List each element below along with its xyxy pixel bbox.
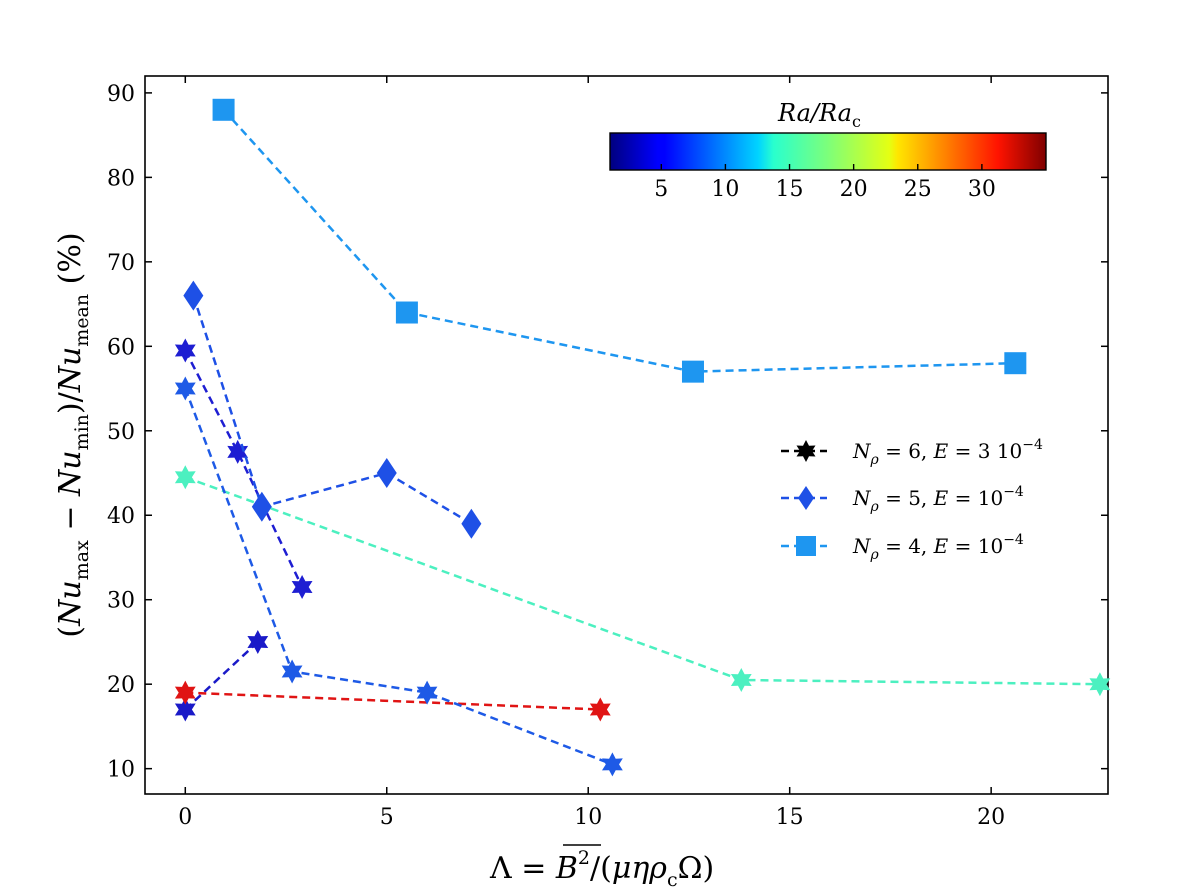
legend-entry-diamond: Nρ = 5, E = 10−4 [781, 484, 1024, 515]
colorbar-ticks: 5 10 15 20 25 30 [654, 164, 996, 202]
data-point-diamond [461, 508, 482, 539]
colorbar-tick-label: 5 [654, 177, 668, 202]
legend: Nρ = 6, E = 3 10−4 Nρ = 5, E = 10−4 Nρ =… [781, 437, 1043, 563]
series-star [174, 630, 269, 722]
data-point-star [174, 465, 196, 490]
y-tick-label: 30 [107, 589, 135, 614]
series-line [192, 295, 473, 525]
series-line [184, 349, 304, 588]
y-tick-label: 50 [107, 420, 135, 445]
legend-label-star: Nρ = 6, E = 3 10−4 [852, 437, 1043, 468]
data-point-diamond [251, 491, 272, 522]
series-star [174, 680, 611, 722]
y-tick-label: 20 [107, 673, 135, 698]
series-line [184, 388, 613, 766]
colorbar-tick-label: 10 [711, 177, 739, 202]
legend-star-marker [796, 440, 816, 462]
svg-text:Λ = B2/(μηρcΩ): Λ = B2/(μηρcΩ) [489, 847, 714, 891]
series-layer [174, 98, 1111, 777]
data-point-star [174, 680, 196, 705]
series-line [222, 108, 1016, 373]
series-star [174, 465, 1111, 697]
data-point-square [1004, 352, 1027, 375]
data-point-star [291, 575, 313, 599]
data-point-star [174, 338, 196, 363]
x-tick-label: 10 [574, 805, 602, 830]
data-point-star [227, 439, 249, 464]
x-tick-label: 0 [178, 805, 192, 830]
colorbar: Ra/Rac 5 10 15 20 25 30 [609, 99, 1047, 202]
data-point-star [602, 752, 623, 777]
series-line [185, 691, 601, 711]
series-line [184, 641, 259, 711]
colorbar-gradient [609, 132, 1047, 171]
legend-diamond-marker [798, 486, 814, 510]
data-point-diamond [183, 280, 204, 311]
legend-label-square: Nρ = 4, E = 10−4 [852, 532, 1024, 563]
colorbar-tick-label: 20 [840, 177, 868, 202]
y-tick-label: 90 [107, 82, 135, 107]
colorbar-tick-label: 25 [904, 177, 932, 202]
plot-area: 0 5 10 15 20 10 20 30 40 50 60 70 80 90 [107, 75, 1111, 830]
x-tick-label: 5 [380, 805, 394, 830]
y-tick-label: 80 [107, 166, 135, 191]
y-tick-label: 40 [107, 504, 135, 529]
series-diamond [183, 280, 482, 539]
series-star [174, 376, 623, 777]
data-point-star [1089, 672, 1111, 697]
data-point-star [730, 668, 752, 692]
series-star [174, 338, 313, 599]
legend-square-marker [796, 536, 816, 556]
data-point-star [174, 697, 196, 722]
data-point-square [681, 360, 704, 383]
x-axis-label: Λ = B2/(μηρcΩ) [489, 844, 714, 891]
series-square [212, 98, 1027, 383]
x-axis-ticks: 0 5 10 15 20 [178, 76, 1005, 830]
data-point-diamond [376, 458, 397, 489]
data-point-square [212, 98, 235, 121]
data-point-star [589, 697, 611, 722]
y-tick-label: 60 [107, 335, 135, 360]
x-tick-label: 15 [776, 805, 804, 830]
y-tick-label: 10 [107, 758, 135, 783]
y-tick-label: 70 [107, 251, 135, 276]
x-tick-label: 20 [977, 805, 1005, 830]
data-point-star [174, 376, 196, 401]
data-point-square [395, 301, 418, 324]
colorbar-title: Ra/Rac [777, 99, 861, 131]
data-point-star [281, 659, 303, 684]
legend-entry-star: Nρ = 6, E = 3 10−4 [781, 437, 1043, 468]
colorbar-tick-label: 15 [776, 177, 804, 202]
data-point-star [247, 630, 269, 654]
legend-entry-square: Nρ = 4, E = 10−4 [781, 532, 1024, 563]
legend-label-diamond: Nρ = 5, E = 10−4 [852, 484, 1024, 515]
y-axis-ticks: 10 20 30 40 50 60 70 80 90 [107, 82, 1108, 783]
y-axis-label: (Numax − Numin)/Numean (%) [53, 232, 93, 637]
data-point-star [416, 680, 438, 705]
plot-frame [144, 75, 1109, 795]
colorbar-tick-label: 30 [968, 177, 996, 202]
